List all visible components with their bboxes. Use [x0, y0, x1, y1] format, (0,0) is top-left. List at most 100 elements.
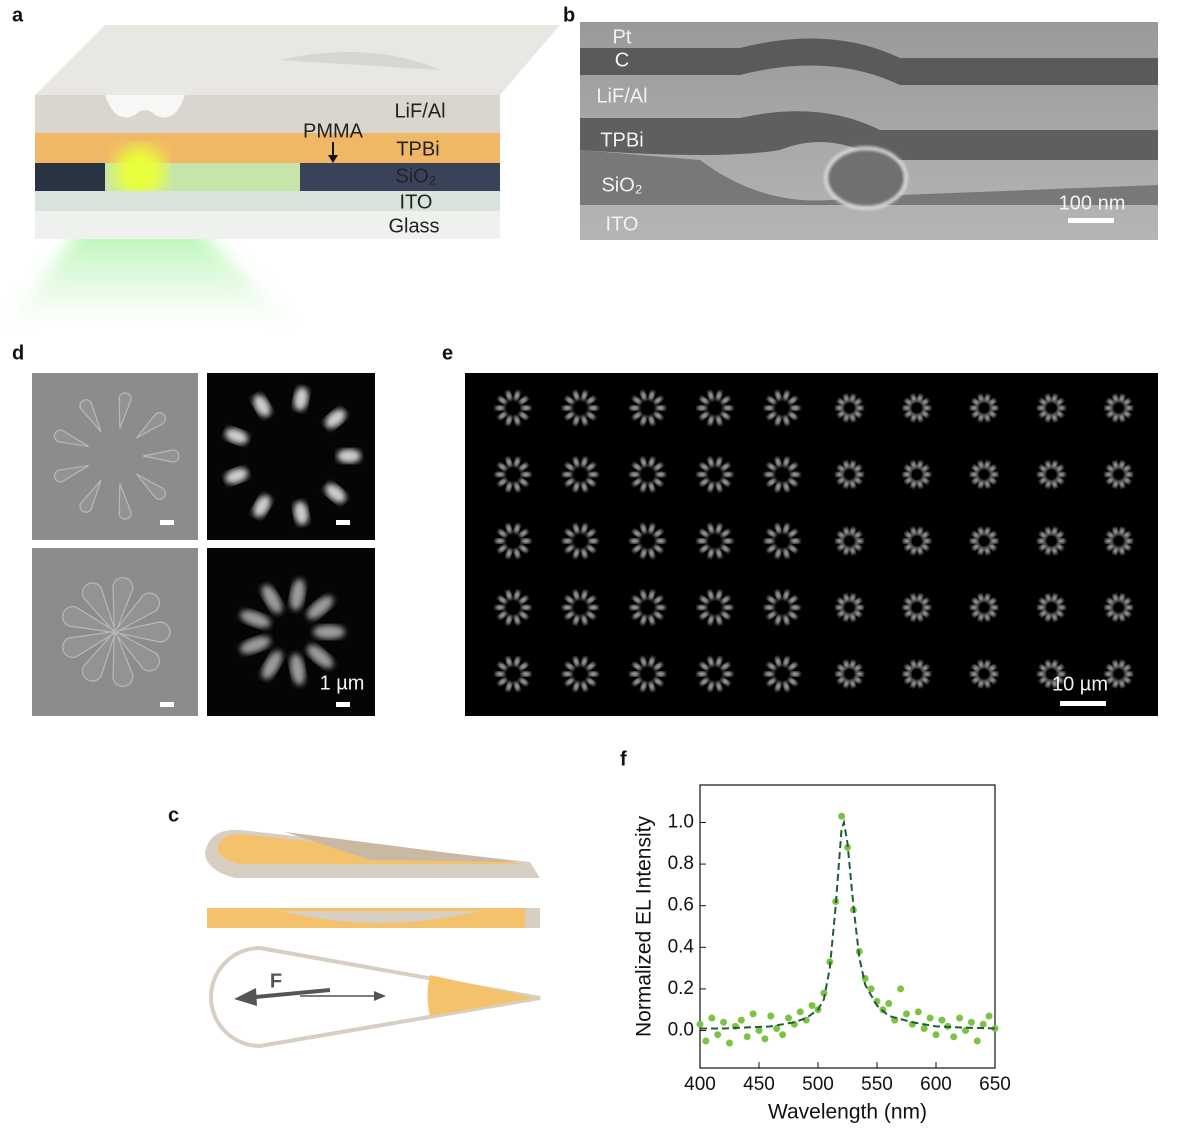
- emission-spot: [767, 529, 776, 537]
- emission-spot: [921, 665, 929, 672]
- emission-spot: [1104, 671, 1113, 677]
- emission-spot: [716, 482, 722, 492]
- emission-spot: [843, 613, 849, 621]
- emission-spot: [655, 405, 666, 411]
- emission-spot: [843, 594, 849, 602]
- layer-label: Glass: [388, 215, 439, 237]
- emission-spot: [573, 415, 579, 426]
- emission-spot: [1123, 665, 1131, 672]
- emission-spot: [224, 428, 249, 444]
- emission-spot: [1124, 538, 1133, 544]
- scale-label: 1 µm: [320, 672, 365, 694]
- emission-spot: [573, 615, 579, 625]
- emission-spot: [498, 662, 507, 670]
- emission-spot: [1056, 465, 1063, 472]
- emission-spot: [767, 596, 776, 604]
- emission-spot: [1119, 461, 1125, 469]
- emission-spot: [721, 396, 730, 404]
- y-tick-label: 0.6: [668, 895, 694, 916]
- emission-spot: [649, 390, 655, 401]
- emission-spot: [519, 596, 528, 604]
- emission-spot: [917, 546, 923, 555]
- emission-spot: [835, 671, 844, 677]
- emission-spot: [1057, 671, 1066, 677]
- emission-spot: [519, 662, 528, 670]
- emission-spot: [716, 590, 722, 600]
- emission-spot: [911, 413, 917, 422]
- data-point: [737, 1016, 745, 1024]
- emission-spot: [721, 596, 730, 604]
- data-point: [932, 1031, 940, 1039]
- emission-spot: [573, 482, 579, 492]
- emission-spot: [573, 457, 579, 467]
- emission-spot: [767, 545, 776, 553]
- emission-spot: [911, 480, 917, 488]
- emission-spot: [911, 461, 917, 469]
- emission-spot: [850, 527, 856, 536]
- emission-spot: [506, 390, 512, 401]
- emission-spot: [905, 410, 913, 417]
- emission-spot: [788, 678, 797, 686]
- layer-sio2-left: [35, 163, 105, 191]
- emission-spot: [653, 596, 663, 604]
- data-point: [702, 1037, 710, 1045]
- emission-spot: [1119, 527, 1125, 536]
- emission-spot: [988, 465, 996, 472]
- emission-spot: [1119, 480, 1125, 488]
- emission-spot: [1057, 405, 1066, 411]
- emission-spot: [586, 396, 596, 404]
- emission-spot: [788, 463, 797, 471]
- emission-spot: [632, 529, 642, 537]
- emission-spot: [700, 662, 709, 670]
- emission-spot: [855, 472, 864, 477]
- emission-spot: [788, 611, 797, 619]
- emission-spot: [498, 478, 507, 486]
- layer-label: Pt: [613, 26, 632, 48]
- emission-spot: [837, 610, 845, 617]
- emission-spot: [514, 457, 520, 467]
- data-point: [743, 1033, 751, 1041]
- emission-spot: [581, 681, 587, 692]
- emission-spot: [1124, 671, 1133, 677]
- emission-spot: [498, 678, 507, 686]
- data-point: [914, 1008, 922, 1016]
- emission-spot: [790, 538, 801, 544]
- emission-spot: [764, 605, 775, 610]
- emission-spot: [696, 605, 707, 610]
- data-point: [867, 985, 875, 993]
- emission-array: [465, 373, 1158, 716]
- emission-spot: [519, 545, 528, 553]
- emission-spot: [922, 405, 931, 411]
- emission-spot: [1045, 613, 1051, 621]
- emission-spot: [721, 412, 730, 420]
- sem-particle: [824, 146, 908, 210]
- emission-spot: [1123, 598, 1131, 605]
- emission-spot: [1104, 605, 1113, 610]
- emission-spot: [708, 482, 714, 492]
- emission-spot: [911, 527, 917, 536]
- emission-spot: [586, 478, 596, 486]
- emission-spot: [911, 613, 917, 621]
- emission-spot: [261, 584, 283, 614]
- emission-spot: [514, 523, 520, 534]
- emission-spot: [519, 478, 528, 486]
- emission-spot: [767, 478, 776, 486]
- emission-spot: [716, 457, 722, 467]
- emission-spot: [917, 660, 923, 669]
- emission-spot: [854, 598, 862, 605]
- pmma-arrowhead: [328, 155, 338, 163]
- emission-spot: [1045, 679, 1051, 688]
- layer-label: LiF/Al: [596, 85, 647, 107]
- emission-spot: [514, 482, 520, 492]
- emission-spot: [700, 545, 709, 553]
- x-axis-label: Wavelength (nm): [768, 1101, 927, 1124]
- emission-spot: [911, 394, 917, 403]
- emission-spot: [1039, 543, 1047, 550]
- teardrop-outline: [142, 449, 180, 463]
- emission-spot: [586, 662, 596, 670]
- emission-spot: [565, 611, 575, 619]
- force-arrowhead: [374, 991, 386, 1001]
- emission-spot: [1039, 410, 1047, 417]
- layer-label: LiF/Al: [394, 100, 445, 122]
- emission-spot: [978, 660, 984, 669]
